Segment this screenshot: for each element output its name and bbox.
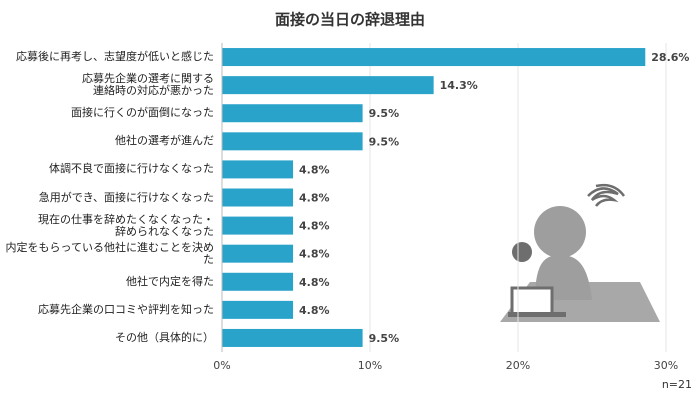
bar bbox=[222, 132, 363, 151]
value-label: 4.8% bbox=[299, 163, 330, 176]
value-label: 9.5% bbox=[369, 135, 400, 148]
category-label: 急用ができ、面接に行けなくなった bbox=[38, 190, 214, 204]
illustration bbox=[500, 183, 660, 322]
value-label: 9.5% bbox=[369, 332, 400, 345]
category-label: その他（具体的に） bbox=[115, 330, 214, 344]
value-label: 14.3% bbox=[440, 79, 478, 92]
x-tick-label: 10% bbox=[358, 359, 382, 372]
category-label: 応募後に再考し、志望度が低いと感じた bbox=[16, 50, 214, 64]
bar bbox=[222, 76, 434, 95]
bar bbox=[222, 104, 363, 123]
category-label: 他社で内定を得た bbox=[126, 274, 214, 288]
category-label: 現在の仕事を辞めたくなくなった・ 辞められなくなった bbox=[38, 212, 214, 238]
bar bbox=[222, 216, 294, 235]
bar bbox=[222, 272, 294, 291]
value-label: 4.8% bbox=[299, 276, 330, 289]
category-label: 面接に行くのが面倒になった bbox=[71, 106, 214, 120]
bar bbox=[222, 244, 294, 263]
value-label: 4.8% bbox=[299, 192, 330, 205]
sample-size: n=21 bbox=[662, 378, 692, 391]
category-label: 応募先企業の口コミや評判を知った bbox=[38, 302, 214, 316]
value-label: 28.6% bbox=[651, 51, 689, 64]
bar bbox=[222, 328, 363, 347]
value-label: 4.8% bbox=[299, 304, 330, 317]
category-label: 内定をもらっている他社に進むことを決めた bbox=[5, 240, 214, 266]
category-label: 応募先企業の選考に関する 連絡時の対応が悪かった bbox=[82, 72, 214, 98]
bar bbox=[222, 188, 294, 207]
bar bbox=[222, 48, 646, 67]
category-label: 他社の選考が進んだ bbox=[115, 134, 214, 148]
value-label: 9.5% bbox=[369, 107, 400, 120]
chart-title: 面接の当日の辞退理由 bbox=[275, 11, 425, 29]
bar bbox=[222, 300, 294, 319]
x-tick-label: 30% bbox=[654, 359, 678, 372]
value-label: 4.8% bbox=[299, 248, 330, 261]
category-label: 体調不良で面接に行けなくなった bbox=[49, 162, 214, 176]
bar bbox=[222, 160, 294, 179]
x-tick-label: 20% bbox=[506, 359, 530, 372]
value-label: 4.8% bbox=[299, 220, 330, 233]
x-tick-label: 0% bbox=[213, 359, 230, 372]
